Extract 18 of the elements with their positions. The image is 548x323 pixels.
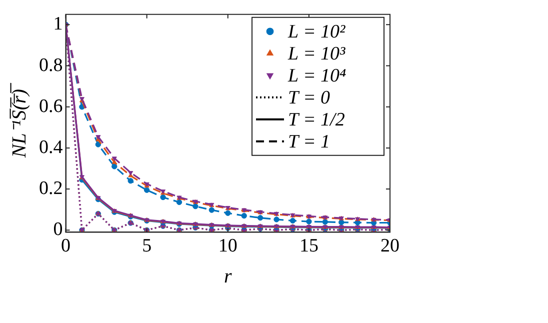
x-tick-label: 10 — [218, 236, 238, 257]
y-tick-label: 1 — [53, 14, 63, 35]
legend-label: L = 10³ — [287, 43, 346, 64]
legend-label: T = 1 — [288, 131, 330, 152]
legend-label: L = 10² — [287, 21, 346, 42]
y-axis-title: NL⁻¹S̅(̅r̅)̅ — [8, 82, 30, 159]
x-axis-title: r — [224, 265, 232, 288]
y-tick-label: 0.8 — [39, 54, 63, 76]
y-tick-label: 0 — [53, 219, 63, 240]
x-tick-label: 15 — [299, 236, 318, 257]
x-tick-label: 5 — [142, 236, 152, 257]
x-tick-label: 20 — [380, 236, 400, 257]
legend-label: T = 1/2 — [288, 109, 346, 130]
y-tick-label: 0.2 — [39, 178, 63, 200]
y-tick-label: 0.4 — [39, 136, 64, 158]
legend-label: L = 10⁴ — [287, 65, 347, 86]
y-tick-label: 0.6 — [39, 96, 63, 117]
legend-label: T = 0 — [288, 87, 331, 108]
